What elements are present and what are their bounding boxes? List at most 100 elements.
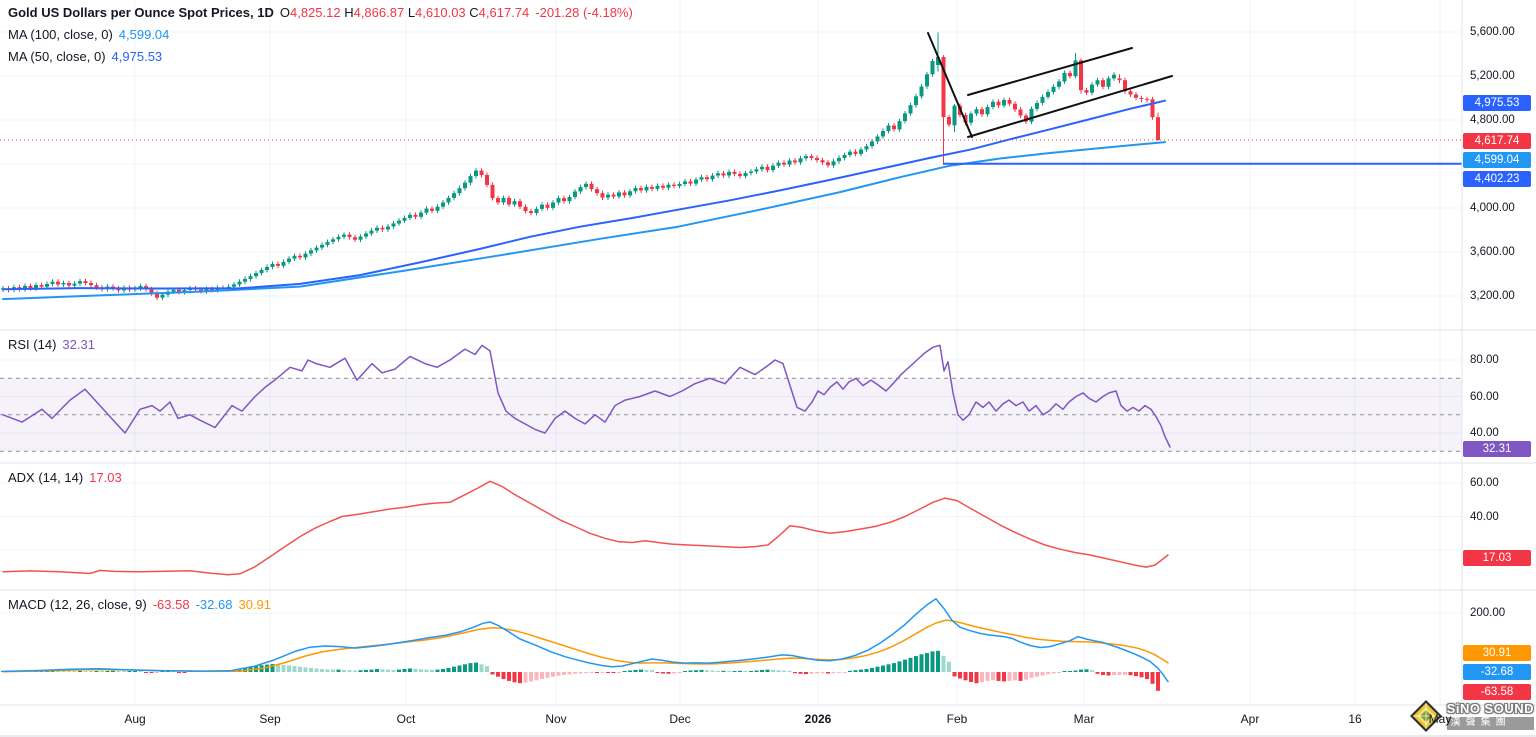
time-label-Sep[interactable]: Sep: [259, 712, 281, 726]
macd-hist-bar: [617, 672, 621, 673]
candle-body: [28, 285, 33, 289]
macd-hist-bar: [628, 670, 632, 672]
macd-legend[interactable]: MACD (12, 26, close, 9) -63.58 -32.68 30…: [8, 597, 271, 612]
macd-hist-bar: [336, 669, 341, 672]
macd-hist-bar: [72, 671, 77, 672]
macd-hist-bar: [908, 657, 913, 672]
candle-body: [710, 175, 715, 180]
candle-body: [864, 146, 869, 150]
macd-axis-label: 200.00: [1470, 607, 1506, 619]
macd-hist-bar: [683, 671, 687, 672]
candle-body: [969, 113, 973, 123]
candle-body: [820, 160, 825, 163]
macd-hist-bar: [837, 672, 841, 673]
price-badge: 4,402.23: [1463, 171, 1531, 187]
candle-body: [490, 184, 495, 199]
candle-body: [694, 179, 698, 184]
candle-body: [617, 192, 621, 197]
macd-hist-bar: [1068, 671, 1072, 672]
candle-body: [479, 170, 484, 175]
macd-hist-bar: [276, 664, 280, 672]
macd-hist-bar: [1013, 672, 1017, 681]
macd-hist-bar: [496, 672, 500, 677]
candle-body: [254, 273, 258, 277]
macd-hist-bar: [644, 669, 649, 672]
candle-body: [650, 186, 654, 189]
time-label-Aug[interactable]: Aug: [124, 712, 146, 726]
candle-body: [512, 201, 517, 205]
macd-hist-bar: [688, 670, 693, 672]
candle-body: [331, 239, 335, 242]
price-axis-label: 3,200.00: [1470, 290, 1515, 302]
macd-hist-bar: [441, 669, 445, 672]
macd-hist-bar: [149, 672, 154, 673]
macd-hist-bar: [573, 672, 577, 674]
adx-badge: 17.03: [1463, 550, 1531, 566]
candle-body: [556, 198, 561, 203]
ma100-legend[interactable]: MA (100, close, 0) 4,599.04: [8, 27, 169, 42]
rsi-legend[interactable]: RSI (14) 32.31: [8, 337, 95, 352]
time-label-2026[interactable]: 2026: [804, 712, 832, 726]
candle-body: [749, 171, 753, 173]
ma50-line: [2, 99, 1166, 291]
macd-hist-bar: [413, 668, 418, 672]
macd-hist-bar: [523, 672, 528, 683]
rsi-badge: 32.31: [1463, 441, 1531, 457]
macd-hist-bar: [270, 664, 275, 672]
candle-body: [364, 233, 368, 237]
time-label-16[interactable]: 16: [1348, 712, 1362, 726]
time-label-Apr[interactable]: Apr: [1240, 712, 1260, 726]
candle-body: [83, 281, 88, 283]
time-label-Nov[interactable]: Nov: [545, 712, 567, 726]
macd-hist-bar: [732, 671, 737, 672]
candle-body: [1002, 100, 1006, 106]
macd-hist-bar: [815, 672, 819, 674]
macd-hist-bar: [853, 670, 858, 672]
adx-legend[interactable]: ADX (14, 14) 17.03: [8, 470, 122, 485]
candle-body: [584, 183, 588, 188]
candle-body: [716, 173, 720, 176]
time-label-Oct[interactable]: Oct: [396, 712, 416, 726]
candle-body: [72, 283, 77, 286]
candle-body: [567, 197, 572, 202]
macd-hist-bar: [694, 670, 698, 672]
macd-hist-bar: [364, 669, 368, 672]
candle-body: [270, 263, 275, 267]
price-badge: 4,617.74: [1463, 133, 1531, 149]
macd-hist-bar: [1007, 672, 1012, 681]
candle-body: [936, 57, 940, 65]
macd-hist-bar: [661, 672, 665, 674]
time-label-Feb[interactable]: Feb: [946, 712, 968, 726]
macd-badge: -32.68: [1463, 664, 1531, 680]
candle-body: [1040, 96, 1045, 103]
macd-hist-bar: [303, 667, 308, 672]
time-label-Mar[interactable]: Mar: [1073, 712, 1095, 726]
macd-hist-bar: [633, 669, 638, 672]
candle-body: [325, 241, 330, 245]
candle-body: [50, 281, 55, 284]
candle-body: [996, 101, 1001, 106]
macd-hist-bar: [969, 672, 973, 682]
macd-hist-bar: [446, 667, 451, 672]
time-label-Dec[interactable]: Dec: [669, 712, 691, 726]
macd-hist-bar: [870, 667, 874, 672]
macd-hist-bar: [358, 670, 363, 672]
macd-hist-bar: [452, 666, 456, 672]
symbol-header[interactable]: Gold US Dollars per Ounce Spot Prices, 1…: [8, 5, 633, 20]
candle-body: [870, 141, 874, 147]
macd-hist-bar: [78, 670, 82, 672]
macd-hist-bar: [347, 670, 352, 672]
macd-hist-bar: [903, 659, 907, 672]
ma50-legend[interactable]: MA (50, close, 0) 4,975.53: [8, 49, 162, 64]
candle-body: [606, 194, 610, 198]
candle-body: [45, 283, 49, 287]
macd-hist-bar: [875, 666, 880, 672]
candle-body: [243, 278, 247, 282]
candle-body: [413, 214, 418, 217]
adx-value: 17.03: [89, 470, 122, 485]
macd-hist-bar: [534, 672, 539, 681]
time-label-May[interactable]: May: [1428, 712, 1452, 726]
candle-body: [463, 182, 467, 189]
